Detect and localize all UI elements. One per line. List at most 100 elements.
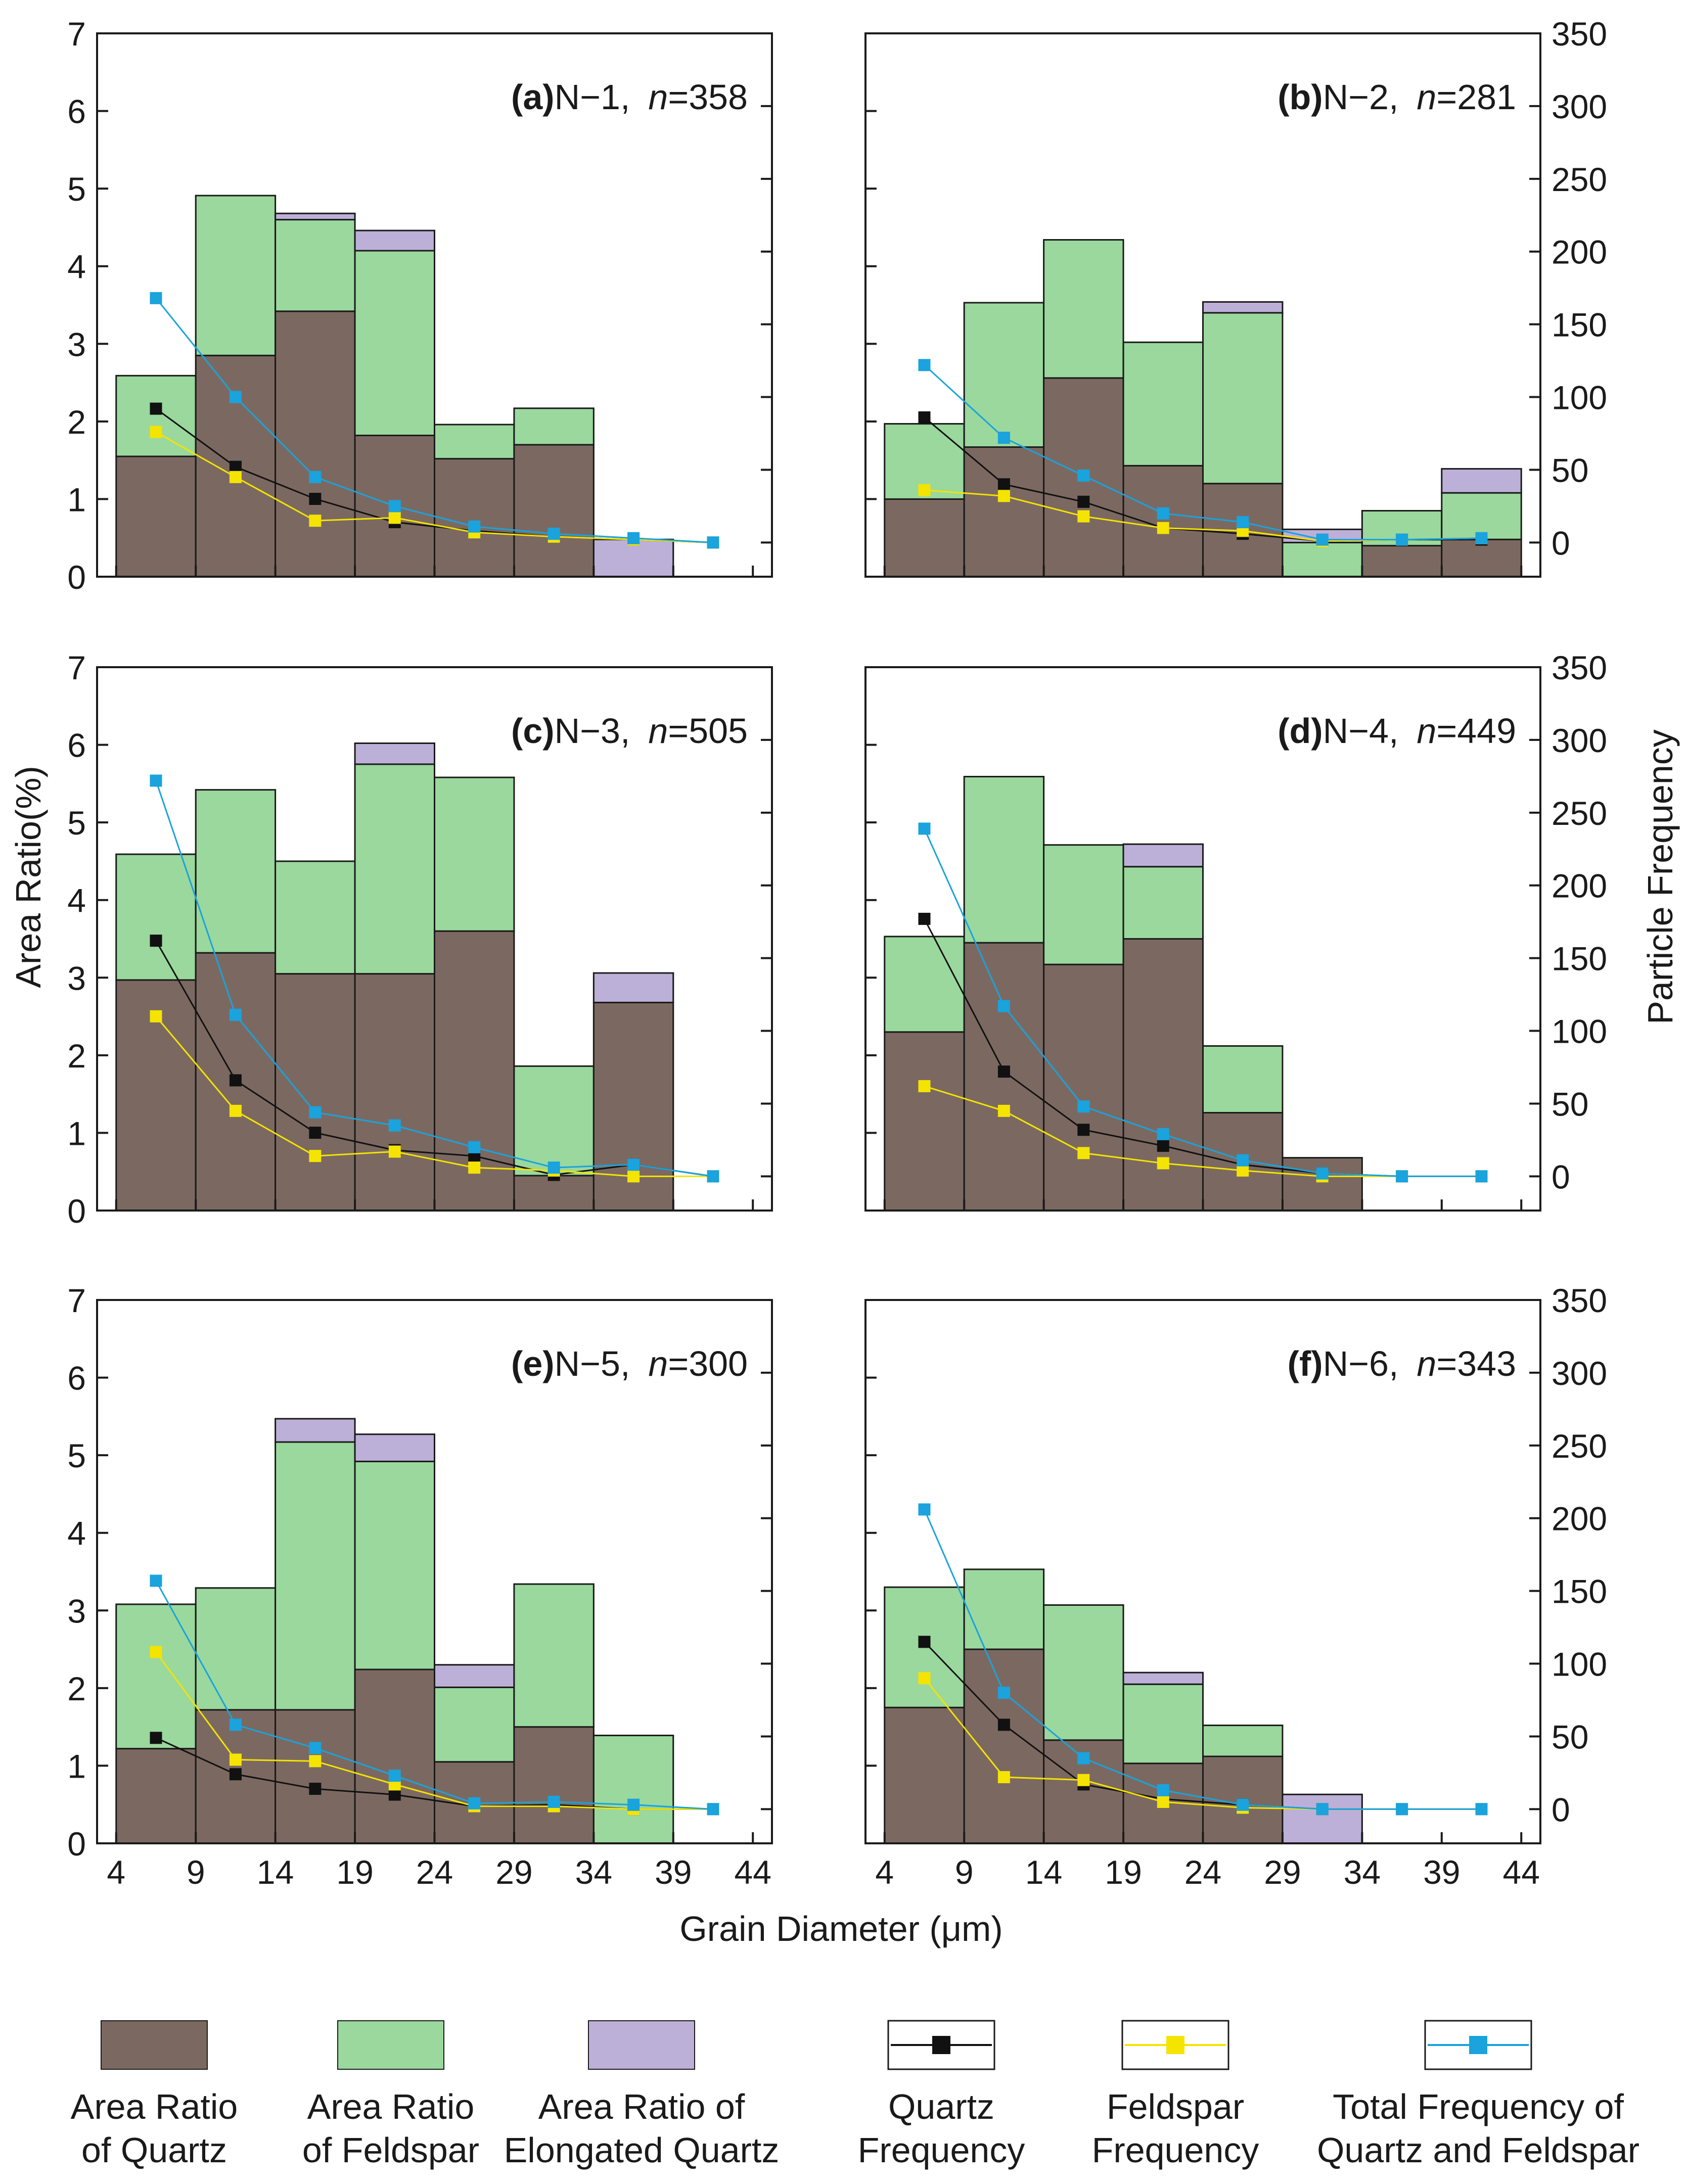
x-tick-label: 9 <box>955 1853 974 1891</box>
total-frequency-point <box>388 1770 401 1782</box>
y-right-tick-label: 0 <box>1552 524 1570 562</box>
y-right-tick-label: 300 <box>1552 1355 1607 1392</box>
quartz-frequency-point <box>997 1065 1010 1078</box>
quartz-area-bar <box>354 1668 435 1844</box>
feldspar-area-bar <box>434 424 515 460</box>
total-frequency-point <box>997 1000 1010 1012</box>
total-frequency-point <box>229 391 242 403</box>
elongated-quartz-area-bar <box>275 1418 356 1443</box>
y-right-tick-label: 100 <box>1552 379 1607 416</box>
legend-item-total_freq: Total Frequency of Quartz and Feldspar <box>1317 2020 1639 2170</box>
panel-n-symbol: n <box>1417 711 1436 751</box>
quartz-area-bar <box>115 455 197 578</box>
total-frequency-point <box>1475 1170 1488 1183</box>
total-frequency-point <box>150 774 162 787</box>
total-frequency-point <box>150 292 162 304</box>
panel-n-symbol: n <box>1417 77 1436 117</box>
feldspar-frequency-point <box>229 1753 242 1766</box>
legend-label-line1: Area Ratio of <box>538 2087 745 2126</box>
x-axis-title: Grain Diameter (μm) <box>679 1909 1002 1948</box>
total-frequency-point <box>707 1803 719 1816</box>
quartz-frequency-point <box>388 1788 401 1801</box>
legend-label-line2: of Quartz <box>81 2130 227 2170</box>
chart-legend: Area Ratio of Quartz Area Ratio of Feldspar… <box>71 2020 1639 2170</box>
feldspar-area-bar <box>1043 239 1124 379</box>
feldspar-frequency-point <box>309 1755 322 1768</box>
total-frequency-point <box>309 1106 322 1119</box>
x-tick-label: 24 <box>416 1853 453 1891</box>
quartz-frequency-point <box>997 1718 1010 1731</box>
total-frequency-point <box>388 500 401 513</box>
feldspar-area-bar <box>513 1065 595 1177</box>
quartz-area-bar <box>275 310 356 578</box>
quartz-area-bar <box>275 1709 356 1844</box>
legend-swatch <box>588 2020 695 2070</box>
panel-letter: (e) <box>511 1344 555 1383</box>
quartz-frequency-point <box>918 411 931 424</box>
total-frequency-line <box>155 297 713 543</box>
feldspar-frequency-point <box>997 490 1010 502</box>
x-tick-label: 24 <box>1184 1853 1221 1891</box>
legend-label-line2: Elongated Quartz <box>504 2130 780 2170</box>
panel-n-value: =300 <box>668 1344 748 1383</box>
total-frequency-point <box>1237 1154 1249 1167</box>
total-frequency-line <box>924 364 1482 541</box>
y-left-tick-label: 0 <box>67 1825 86 1863</box>
total-frequency-point <box>1157 507 1169 520</box>
total-frequency-point <box>548 528 560 540</box>
quartz-area-bar <box>513 1726 595 1844</box>
total-frequency-line <box>924 828 1482 1177</box>
total-frequency-point <box>388 1119 401 1132</box>
y-right-tick-label: 0 <box>1552 1158 1570 1195</box>
panel-sample: N−3, <box>555 711 630 751</box>
panel-d: 0 50 100 150 200 250 300 350 (d)N−4, n=449 <box>864 649 1607 1212</box>
quartz-area-bar <box>434 458 515 578</box>
y-right-tick-label: 350 <box>1552 1282 1607 1319</box>
x-tick-label: 34 <box>575 1853 612 1891</box>
total-frequency-line <box>924 1509 1482 1810</box>
total-frequency-point <box>468 1141 481 1153</box>
legend-swatch-marker <box>932 2036 950 2054</box>
y-left-axis-title: Area Ratio(%) <box>9 766 48 988</box>
panel-label: (a)N−1, n=358 <box>511 77 748 117</box>
feldspar-frequency-point <box>229 1104 242 1117</box>
feldspar-area-bar <box>354 250 435 436</box>
total-frequency-line <box>155 1580 713 1810</box>
y-right-axis-title: Particle Frequency <box>1640 729 1680 1025</box>
legend-label-line2: Frequency <box>1092 2130 1259 2170</box>
x-tick-label: 19 <box>1105 1853 1142 1891</box>
feldspar-area-bar <box>115 853 197 981</box>
panel-c: 0 1 2 3 4 5 6 7 (c)N−3, n=505 <box>67 649 773 1230</box>
feldspar-area-bar <box>115 1603 197 1750</box>
feldspar-frequency-line <box>155 1651 713 1810</box>
total-frequency-point <box>1077 1752 1090 1764</box>
legend-swatch-marker <box>1469 2036 1487 2054</box>
feldspar-area-bar <box>963 1568 1045 1650</box>
quartz-frequency-point <box>309 1783 322 1795</box>
legend-label-line1: Quartz <box>888 2087 994 2126</box>
y-right-tick-label: 350 <box>1552 15 1607 53</box>
y-left-tick-label: 5 <box>67 1437 86 1474</box>
total-frequency-point <box>1316 1167 1329 1180</box>
y-right-tick-label: 250 <box>1552 161 1607 198</box>
y-right-tick-label: 150 <box>1552 306 1607 344</box>
y-right-tick-label: 50 <box>1552 1718 1588 1755</box>
y-left-tick-label: 4 <box>67 248 86 286</box>
y-left-tick-label: 2 <box>67 1670 86 1707</box>
total-frequency-point <box>468 520 481 533</box>
quartz-frequency-point <box>309 493 322 505</box>
feldspar-area-bar <box>195 789 277 954</box>
feldspar-frequency-point <box>1157 522 1169 534</box>
feldspar-frequency-point <box>150 1010 162 1023</box>
elongated-quartz-area-bar <box>1282 1793 1363 1844</box>
legend-swatch <box>101 2020 208 2070</box>
feldspar-area-bar <box>1202 1725 1284 1757</box>
feldspar-frequency-point <box>309 1150 322 1163</box>
y-left-tick-label: 6 <box>67 93 86 130</box>
total-frequency-point <box>1157 1784 1169 1796</box>
quartz-frequency-point <box>918 912 931 925</box>
feldspar-area-bar <box>1202 1045 1284 1113</box>
x-tick-label: 14 <box>1025 1853 1062 1891</box>
